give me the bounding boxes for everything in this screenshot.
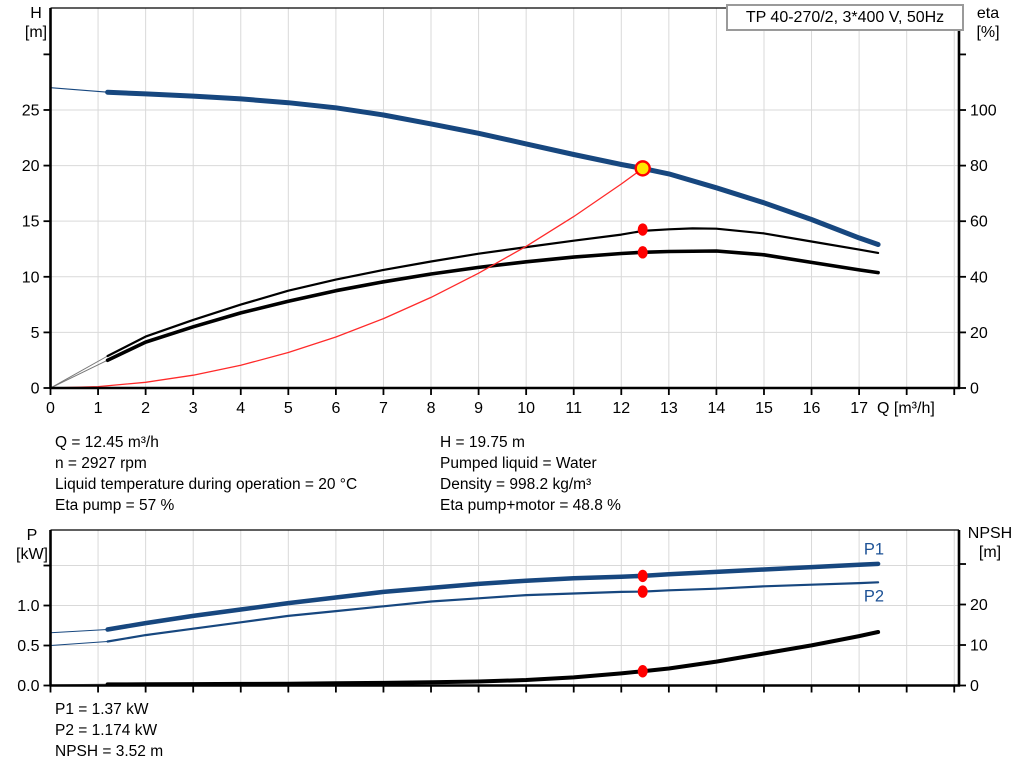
p-axis-title: P [kW] <box>10 526 54 564</box>
x-tick-label: 8 <box>427 400 436 417</box>
y-left-tick-label: 1.0 <box>17 598 39 615</box>
y-left-tick-label: 0.0 <box>17 678 39 695</box>
y-left-tick-label: 5 <box>31 325 40 342</box>
info-line-npsh: NPSH = 3.52 m <box>55 743 164 760</box>
info-line-p1: P1 = 1.37 kW <box>55 701 149 718</box>
eta-pump-point <box>637 223 648 236</box>
pump-title-box: TP 40-270/2, 3*400 V, 50Hz <box>726 4 964 31</box>
p2-curve <box>106 581 880 643</box>
eta-pump-curve-lead <box>50 355 109 389</box>
y-left-tick-label: 0 <box>31 381 40 398</box>
npsh-axis-name: NPSH <box>967 525 1013 542</box>
eta-pump-motor-curve-lead <box>50 359 109 389</box>
info-line-eta-pump: Eta pump = 57 % <box>55 497 175 514</box>
x-tick-label: 13 <box>660 400 678 417</box>
info-line-q: Q = 12.45 m³/h <box>55 434 159 451</box>
y-right-tick-label: 60 <box>970 214 988 231</box>
x-tick-label: 0 <box>46 400 55 417</box>
y-right-tick-label: 10 <box>970 638 988 655</box>
npsh-axis-unit: [m] <box>978 544 1002 561</box>
x-tick-label: 16 <box>803 400 821 417</box>
y-left-tick-label: 0.5 <box>17 638 39 655</box>
x-tick-label: 12 <box>612 400 630 417</box>
p2-curve-lead <box>50 641 109 646</box>
pump-title: TP 40-270/2, 3*400 V, 50Hz <box>745 8 945 26</box>
eta-pump-motor-point <box>637 246 648 259</box>
y-right-tick-label: 0 <box>970 381 979 398</box>
x-axis-label: Q [m³/h] <box>877 400 935 417</box>
eta-axis-unit: [%] <box>976 24 1000 41</box>
npsh-point <box>637 665 648 678</box>
info-line-liquid: Pumped liquid = Water <box>440 455 597 472</box>
head-efficiency-chart: 0 1 2 3 4 5 6 7 8 9 10 11 12 13 14 15 16 17 Q [m³/h]051015… <box>22 7 997 417</box>
npsh-curve <box>105 630 881 687</box>
head-curve <box>105 89 881 247</box>
eta-axis-name: eta <box>976 5 1000 22</box>
p-axis-name: P <box>26 527 38 544</box>
y-right-tick-label: 20 <box>970 597 988 614</box>
y-left-tick-label: 10 <box>22 269 40 286</box>
series-label-p1: P1 <box>864 540 884 558</box>
x-tick-label: 10 <box>517 400 535 417</box>
x-tick-label: 5 <box>284 400 293 417</box>
y-left-tick-label: 15 <box>22 214 40 231</box>
h-axis-name: H <box>30 5 42 22</box>
npsh-axis-title: NPSH [m] <box>962 524 1018 562</box>
power-npsh-data: P1 = 1.37 kW P2 = 1.174 kW NPSH = 3.52 m <box>55 699 163 762</box>
h-axis-title: H [m] <box>14 4 58 42</box>
y-right-tick-label: 20 <box>970 325 988 342</box>
info-line-density: Density = 998.2 kg/m³ <box>440 476 592 493</box>
info-line-speed: n = 2927 rpm <box>55 455 147 472</box>
info-line-eta-total: Eta pump+motor = 48.8 % <box>440 497 621 514</box>
eta-axis-title: eta [%] <box>964 4 1012 42</box>
x-tick-label: 14 <box>708 400 726 417</box>
x-tick-label: 6 <box>331 400 340 417</box>
x-tick-label: 3 <box>189 400 198 417</box>
operating-data-left: Q = 12.45 m³/h n = 2927 rpm Liquid tempe… <box>55 432 357 516</box>
duty-point <box>634 160 651 177</box>
y-right-tick-label: 100 <box>970 103 997 120</box>
info-line-head: H = 19.75 m <box>440 434 525 451</box>
operating-data-right: H = 19.75 m Pumped liquid = Water Densit… <box>440 432 621 516</box>
series-label-p2: P2 <box>864 588 884 606</box>
x-tick-label: 11 <box>565 400 582 417</box>
y-left-tick-label: 25 <box>22 102 40 119</box>
eta-pump-motor-curve <box>105 249 880 363</box>
x-tick-label: 9 <box>474 400 483 417</box>
x-tick-label: 15 <box>755 400 773 417</box>
eta-pump-curve <box>106 227 880 358</box>
head-curve-lead <box>49 87 109 93</box>
p-axis-unit: [kW] <box>16 546 48 563</box>
info-line-p2: P2 = 1.174 kW <box>55 722 158 739</box>
x-tick-label: 4 <box>236 400 245 417</box>
p2-point <box>637 585 648 598</box>
h-axis-unit: [m] <box>24 24 48 41</box>
x-tick-label: 7 <box>379 400 388 417</box>
power-npsh-chart: 0.0 0.5 1.0 0 10 20 P1 P2 <box>17 529 988 695</box>
y-right-tick-label: 0 <box>970 678 979 695</box>
x-tick-label: 2 <box>141 400 150 417</box>
x-tick-label: 17 <box>850 400 868 417</box>
info-line-temperature: Liquid temperature during operation = 20… <box>55 476 358 493</box>
x-tick-label: 1 <box>94 400 103 417</box>
system-curve <box>49 167 644 389</box>
y-right-tick-label: 40 <box>970 269 988 286</box>
y-right-tick-label: 80 <box>970 158 988 175</box>
y-left-tick-label: 20 <box>22 158 40 175</box>
p1-curve-lead <box>50 629 109 634</box>
p1-point <box>637 569 648 583</box>
p1-curve <box>105 561 881 632</box>
